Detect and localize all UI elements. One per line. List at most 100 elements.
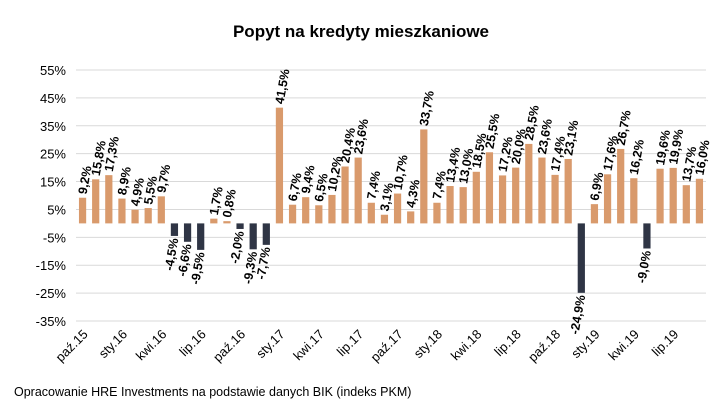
data-label: 10,7% <box>391 154 411 191</box>
y-tick-label: -15% <box>36 258 67 273</box>
y-tick-label: 55% <box>40 63 66 78</box>
bar <box>459 187 467 224</box>
x-tick-label: lip.18 <box>491 327 524 360</box>
bar <box>630 178 638 224</box>
bar <box>485 152 494 224</box>
bar <box>197 223 205 250</box>
y-tick-label: 45% <box>40 91 66 106</box>
bar <box>288 204 297 224</box>
bar <box>118 198 126 224</box>
x-axis-ticks: paź.15 sty.16 kwi.16 lip.16 paź.16 sty.17 kwi.… <box>52 327 681 365</box>
data-label: 13,7% <box>679 145 699 182</box>
data-label: 23,6% <box>351 118 371 155</box>
bars <box>78 107 704 293</box>
data-label: 13,4% <box>443 146 463 183</box>
x-tick-label: sty.16 <box>96 327 130 361</box>
bar <box>393 193 402 224</box>
bar <box>275 107 284 224</box>
bar <box>262 223 270 245</box>
data-label: 23,1% <box>561 119 581 156</box>
data-label: 10,2% <box>325 155 345 192</box>
bar <box>341 166 349 224</box>
bar <box>433 202 441 224</box>
x-tick-label: kwi.16 <box>133 327 170 364</box>
data-label: -2,0% <box>228 230 247 265</box>
bar <box>105 175 113 224</box>
bar <box>472 171 480 224</box>
x-tick-label: kwi.18 <box>448 327 485 364</box>
bar <box>302 197 310 224</box>
bar <box>236 223 244 229</box>
bar <box>78 197 87 224</box>
data-label: 6,9% <box>588 171 607 201</box>
bar <box>367 202 375 224</box>
data-label: 26,7% <box>614 109 634 146</box>
data-label: 16,0% <box>693 139 713 176</box>
bar <box>131 209 139 224</box>
data-label: 4,3% <box>404 178 423 208</box>
bar <box>170 223 179 236</box>
data-label: 9,4% <box>299 164 318 194</box>
data-label: 9,2% <box>76 165 95 195</box>
data-label: 20,4% <box>338 127 358 164</box>
data-label: 6,5% <box>312 172 331 202</box>
data-label: -4,5% <box>162 237 181 272</box>
data-label: 16,2% <box>627 138 647 175</box>
data-label: 7,4% <box>430 170 449 200</box>
data-label: -9,0% <box>634 250 653 285</box>
data-label: 20,0% <box>509 128 529 165</box>
bar <box>643 223 651 249</box>
data-label: 41,5% <box>273 68 293 105</box>
data-label: -6,6% <box>175 243 194 278</box>
y-tick-label: -35% <box>36 314 67 329</box>
data-label: 17,3% <box>102 135 122 172</box>
bar <box>577 223 585 293</box>
x-tick-label: lip.17 <box>334 327 367 360</box>
data-label: 19,6% <box>653 129 673 166</box>
data-label: 15,8% <box>89 139 109 176</box>
data-label: -9,5% <box>188 251 207 286</box>
bar <box>669 167 677 224</box>
bar <box>420 129 428 224</box>
x-tick-label: paź.15 <box>52 327 90 365</box>
data-label: -24,9% <box>568 294 589 335</box>
bar <box>157 196 165 224</box>
data-labels: 9,2%15,8%17,3%8,9%4,9%5,5%9,7% -4,5%-6,6%… <box>76 68 713 336</box>
bar <box>617 148 625 224</box>
bar <box>223 221 231 224</box>
y-tick-label: 25% <box>40 147 66 162</box>
y-tick-label: 5% <box>47 202 66 217</box>
x-tick-label: lip.19 <box>649 327 682 360</box>
y-tick-label: -25% <box>36 286 67 301</box>
bar <box>315 205 323 224</box>
x-tick-label: kwi.17 <box>290 327 327 364</box>
data-label: 8,9% <box>115 166 134 196</box>
data-label: 5,5% <box>141 175 160 205</box>
data-label: 17,4% <box>548 135 568 172</box>
bar <box>590 204 599 224</box>
data-label: 4,9% <box>128 177 147 207</box>
data-label: 17,2% <box>496 136 516 173</box>
data-label: -9,3% <box>241 250 260 285</box>
data-label: 18,5% <box>469 132 489 169</box>
bar <box>144 208 152 224</box>
x-tick-label: kwi.19 <box>605 327 642 364</box>
bar <box>249 223 257 250</box>
x-tick-label: paź.17 <box>367 327 405 365</box>
x-tick-label: paź.16 <box>210 327 248 365</box>
y-axis-ticks: 55% 45% 35% 25% 15% 5% -5% -15% -25% -35% <box>36 63 67 329</box>
data-label: 19,9% <box>666 128 686 165</box>
bar <box>92 179 100 224</box>
y-tick-label: 35% <box>40 119 66 134</box>
bar <box>538 157 546 224</box>
bar <box>512 167 520 224</box>
x-tick-label: paź.18 <box>525 327 563 365</box>
bar <box>498 175 507 224</box>
bar <box>551 174 559 224</box>
bar <box>603 174 612 224</box>
bar <box>446 186 454 224</box>
x-tick-label: lip.16 <box>176 327 209 360</box>
bar <box>407 211 415 224</box>
y-tick-label: 15% <box>40 175 66 190</box>
